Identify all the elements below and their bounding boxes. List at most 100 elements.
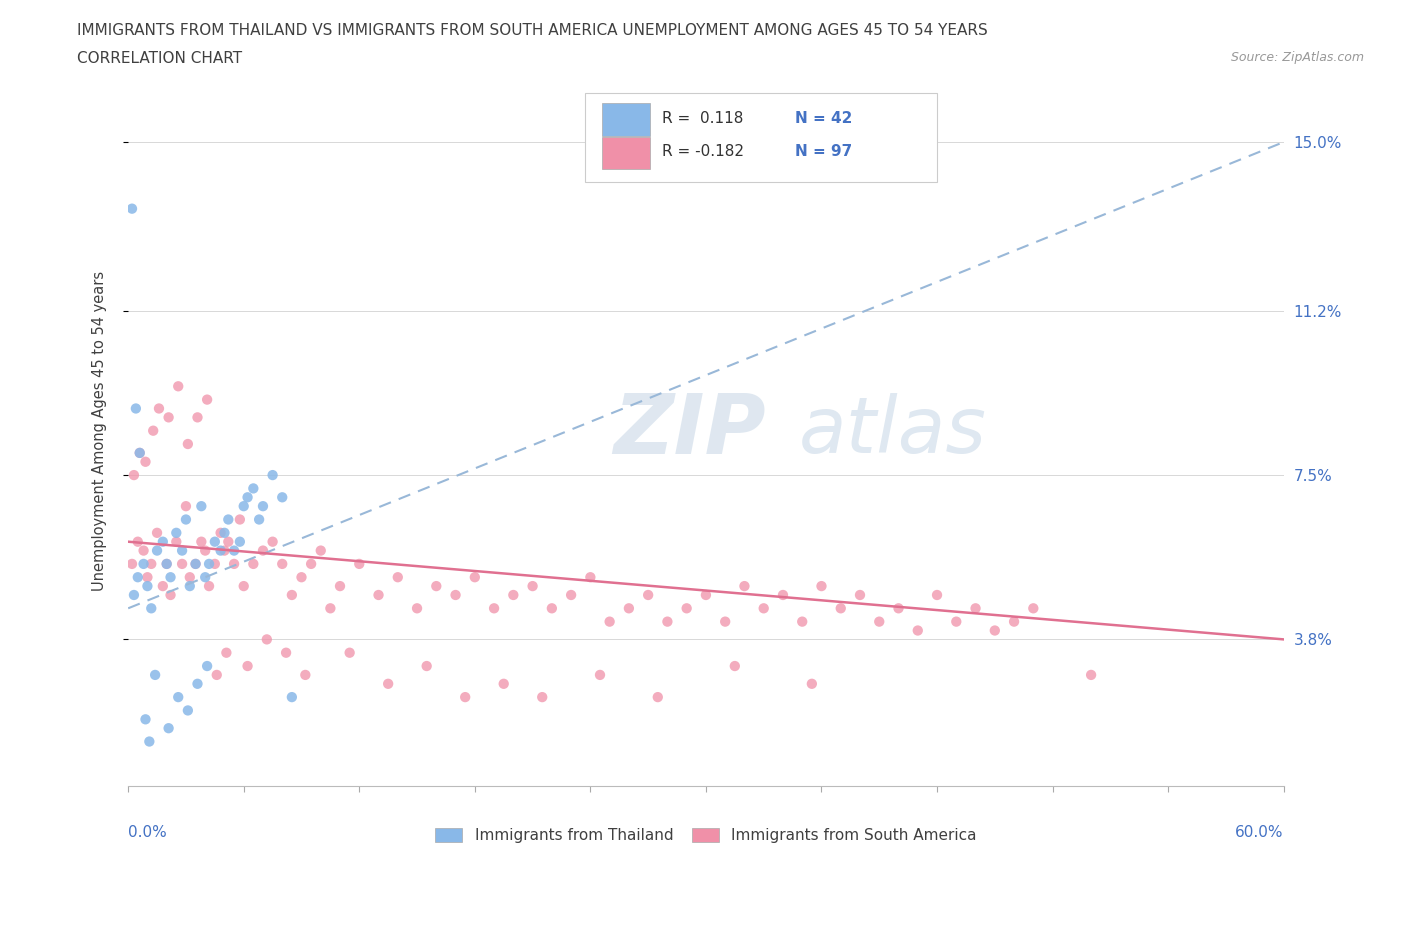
- Text: CORRELATION CHART: CORRELATION CHART: [77, 51, 242, 66]
- Point: [136, 570, 159, 585]
- Point: [810, 578, 832, 593]
- Text: N = 42: N = 42: [794, 111, 852, 126]
- Point: [887, 601, 910, 616]
- Point: [198, 578, 221, 593]
- Point: [165, 525, 187, 540]
- Legend: Immigrants from Thailand, Immigrants from South America: Immigrants from Thailand, Immigrants fro…: [429, 822, 983, 849]
- Point: [204, 556, 226, 571]
- Point: [125, 401, 148, 416]
- Point: [184, 556, 207, 571]
- Point: [194, 543, 217, 558]
- Point: [492, 676, 515, 691]
- Y-axis label: Unemployment Among Ages 45 to 54 years: Unemployment Among Ages 45 to 54 years: [93, 271, 107, 591]
- Point: [675, 601, 697, 616]
- Point: [522, 578, 544, 593]
- FancyBboxPatch shape: [602, 103, 651, 136]
- Point: [172, 543, 194, 558]
- Point: [541, 601, 564, 616]
- Point: [309, 543, 332, 558]
- Point: [262, 534, 284, 549]
- Point: [599, 614, 621, 629]
- Point: [965, 601, 987, 616]
- Point: [127, 534, 149, 549]
- Point: [204, 534, 226, 549]
- Point: [148, 401, 170, 416]
- Point: [132, 543, 155, 558]
- Point: [143, 668, 166, 683]
- Text: 60.0%: 60.0%: [1236, 825, 1284, 840]
- Point: [271, 556, 294, 571]
- Point: [209, 525, 232, 540]
- Point: [157, 410, 180, 425]
- Point: [349, 556, 371, 571]
- Point: [229, 534, 252, 549]
- Text: R = -0.182: R = -0.182: [662, 144, 744, 159]
- Point: [152, 534, 174, 549]
- Point: [1080, 668, 1102, 683]
- Point: [217, 512, 239, 527]
- Point: [134, 455, 156, 470]
- Point: [209, 543, 232, 558]
- Point: [205, 668, 228, 683]
- FancyBboxPatch shape: [602, 137, 651, 169]
- Point: [141, 556, 163, 571]
- Point: [186, 410, 208, 425]
- Point: [299, 556, 322, 571]
- Point: [733, 578, 755, 593]
- Point: [198, 556, 221, 571]
- Text: ZIP: ZIP: [613, 391, 766, 472]
- FancyBboxPatch shape: [585, 93, 936, 182]
- Point: [134, 711, 156, 726]
- Point: [907, 623, 929, 638]
- Point: [172, 556, 194, 571]
- Point: [724, 658, 747, 673]
- Point: [319, 601, 342, 616]
- Point: [387, 570, 409, 585]
- Point: [589, 668, 612, 683]
- Point: [190, 498, 212, 513]
- Point: [252, 543, 274, 558]
- Point: [695, 588, 717, 603]
- Point: [174, 498, 197, 513]
- Point: [281, 690, 304, 705]
- Point: [425, 578, 447, 593]
- Point: [165, 534, 187, 549]
- Point: [236, 658, 259, 673]
- Point: [195, 392, 218, 407]
- Point: [984, 623, 1007, 638]
- Point: [849, 588, 872, 603]
- Point: [132, 556, 155, 571]
- Point: [177, 436, 200, 451]
- Point: [236, 490, 259, 505]
- Point: [945, 614, 967, 629]
- Point: [329, 578, 352, 593]
- Point: [121, 201, 143, 216]
- Point: [830, 601, 852, 616]
- Text: N = 97: N = 97: [794, 144, 852, 159]
- Point: [464, 570, 486, 585]
- Point: [136, 578, 159, 593]
- Point: [252, 498, 274, 513]
- Point: [190, 534, 212, 549]
- Point: [772, 588, 794, 603]
- Point: [482, 601, 505, 616]
- Point: [174, 512, 197, 527]
- Point: [502, 588, 524, 603]
- Point: [444, 588, 467, 603]
- Point: [262, 468, 284, 483]
- Point: [127, 570, 149, 585]
- Point: [159, 588, 181, 603]
- Point: [214, 543, 236, 558]
- Point: [159, 570, 181, 585]
- Point: [271, 490, 294, 505]
- Point: [167, 690, 190, 705]
- Point: [1002, 614, 1025, 629]
- Point: [290, 570, 312, 585]
- Point: [232, 498, 254, 513]
- Point: [531, 690, 554, 705]
- Point: [339, 645, 361, 660]
- Point: [752, 601, 775, 616]
- Point: [179, 578, 201, 593]
- Point: [186, 676, 208, 691]
- Point: [122, 588, 145, 603]
